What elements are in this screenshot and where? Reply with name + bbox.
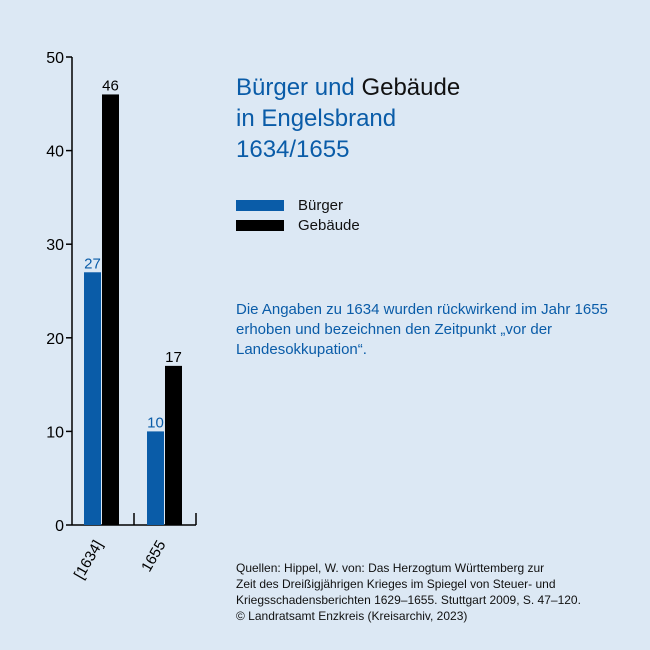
- sources-line: Kriegsschadensberichten 1629–1655. Stutt…: [236, 593, 581, 607]
- bar-gebäude-1: [165, 365, 182, 525]
- data-label: 10: [147, 414, 164, 431]
- legend-label-gebaeude: Gebäude: [298, 216, 360, 234]
- y-tick-label: 20: [46, 331, 64, 348]
- x-category-label: [1634]: [71, 538, 107, 583]
- sources-block: Quellen: Hippel, W. von: Das Herzogtum W…: [236, 560, 636, 624]
- chart-title: Bürger und Gebäude in Engelsbrand 1634/1…: [236, 72, 460, 165]
- title-word-buerger: Bürger: [236, 74, 309, 101]
- title-word-gebaeude: Gebäude: [361, 74, 461, 101]
- x-category-label: 1655: [138, 538, 169, 575]
- legend-swatch-gebaeude: [236, 219, 284, 231]
- legend-swatch-buerger: [236, 199, 284, 211]
- legend-item-buerger: Bürger: [236, 195, 360, 215]
- y-tick-label: 30: [46, 237, 64, 254]
- y-tick-label: 40: [46, 144, 64, 161]
- y-tick-label: 50: [46, 50, 64, 67]
- title-word-und: und: [314, 74, 355, 101]
- title-line-3: 1634/1655: [236, 136, 350, 163]
- bar-bürger-1: [147, 431, 164, 525]
- legend: Bürger Gebäude: [236, 195, 360, 235]
- y-tick-label: 10: [46, 424, 64, 441]
- legend-label-buerger: Bürger: [298, 196, 344, 214]
- bar-bürger-0: [84, 272, 101, 525]
- y-tick-label: 0: [55, 518, 64, 535]
- copyright-line: © Landratsamt Enzkreis (Kreisarchiv, 202…: [236, 609, 468, 623]
- data-label: 27: [84, 255, 101, 272]
- bar-gebäude-0: [102, 94, 119, 525]
- legend-item-gebaeude: Gebäude: [236, 215, 360, 235]
- sources-line: Zeit des Dreißigjährigen Krieges im Spie…: [236, 577, 556, 591]
- note-text: Die Angaben zu 1634 wurden rückwirkend i…: [236, 301, 608, 358]
- sources-line: Quellen: Hippel, W. von: Das Herzogtum W…: [236, 561, 545, 575]
- title-line-2: in Engelsbrand: [236, 105, 397, 132]
- data-label: 17: [165, 349, 182, 366]
- data-label: 46: [102, 77, 119, 94]
